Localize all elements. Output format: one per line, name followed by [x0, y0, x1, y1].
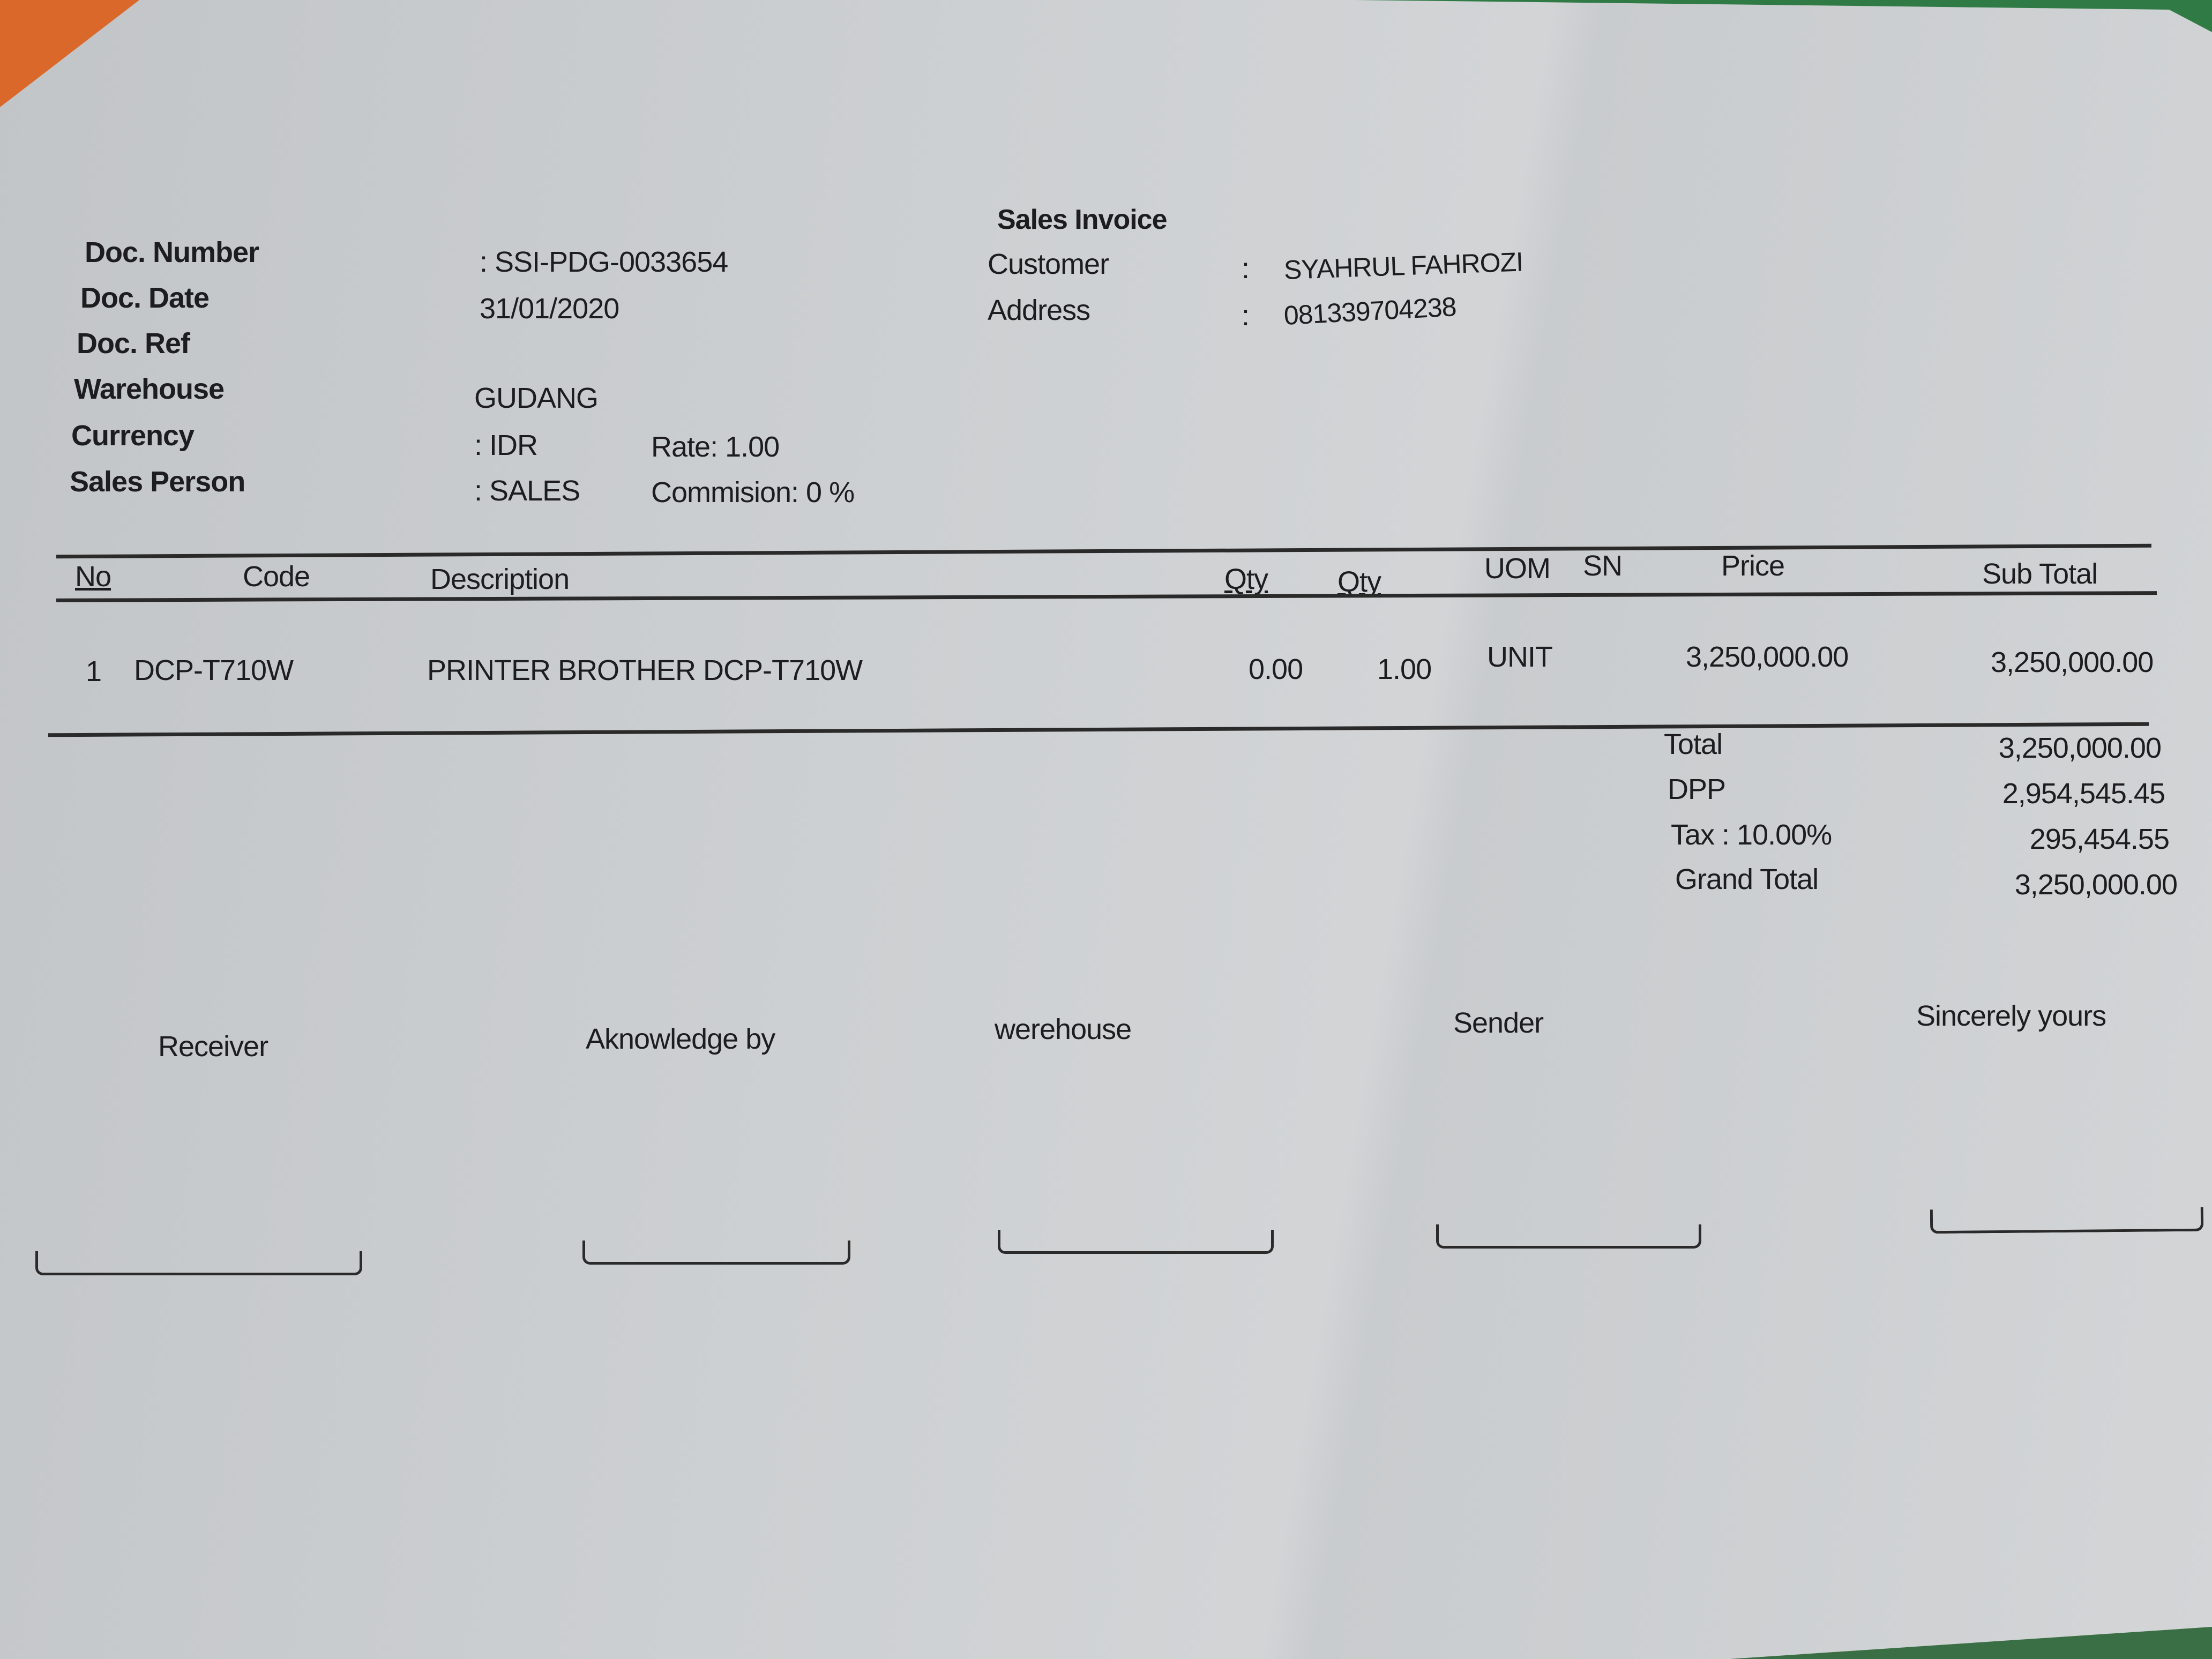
total-label: Total	[1664, 728, 1723, 760]
table-top-rule	[56, 543, 2151, 559]
background-green-object-bottom	[1730, 1627, 2212, 1659]
signature-line-warehouse	[998, 1230, 1274, 1254]
address-colon: :	[1242, 300, 1250, 332]
column-header-uom: UOM	[1484, 552, 1551, 585]
signature-label-warehouse: werehouse	[995, 1013, 1132, 1045]
signature-label-receiver: Receiver	[158, 1030, 268, 1063]
total-value: 3,250,000.00	[1998, 732, 2162, 764]
customer-colon: :	[1242, 252, 1250, 285]
doc-date-label: Doc. Date	[80, 282, 210, 314]
signature-line-acknowledge	[582, 1240, 850, 1265]
column-header-sub-total: Sub Total	[1982, 558, 2098, 590]
tax-value: 295,454.55	[2029, 823, 2170, 855]
column-header-qty: Qty	[1224, 563, 1268, 595]
dpp-value: 2,954,545.45	[2002, 778, 2165, 810]
background-orange-object	[0, 0, 139, 107]
doc-date-value: 31/01/2020	[480, 293, 619, 325]
row-no: 1	[86, 655, 102, 687]
signature-label-sender: Sender	[1453, 1007, 1544, 1039]
column-header-price: Price	[1721, 550, 1785, 582]
customer-label: Customer	[988, 248, 1109, 280]
tax-label: Tax : 10.00%	[1671, 819, 1832, 851]
background-green-object	[1355, 0, 2212, 32]
table-bottom-rule	[48, 722, 2149, 737]
column-header-no: No	[75, 561, 111, 593]
row-uom: UNIT	[1487, 641, 1553, 673]
warehouse-value: GUDANG	[474, 382, 599, 414]
column-header-description: Description	[430, 563, 570, 595]
row-price: 3,250,000.00	[1686, 641, 1849, 673]
dpp-label: DPP	[1668, 773, 1726, 805]
rate-value: Rate: 1.00	[651, 431, 780, 463]
row-qty-2: 1.00	[1377, 653, 1432, 685]
document-title: Sales Invoice	[997, 204, 1168, 235]
signature-label-acknowledge: Aknowledge by	[586, 1023, 775, 1055]
row-subtotal: 3,250,000.00	[1991, 646, 2154, 678]
warehouse-label: Warehouse	[74, 373, 225, 405]
row-code: DCP-T710W	[134, 654, 294, 686]
sales-person-value: : SALES	[474, 475, 580, 507]
signature-line-sender	[1436, 1224, 1701, 1249]
commission-value: Commision: 0 %	[651, 476, 855, 509]
column-header-qty-2: Qty	[1337, 566, 1381, 598]
address-label: Address	[988, 294, 1090, 326]
table-header-rule	[56, 591, 2157, 602]
customer-value: SYAHRUL FAHROZI	[1283, 246, 1523, 285]
doc-ref-label: Doc. Ref	[77, 327, 190, 360]
column-header-sn: SN	[1583, 550, 1623, 582]
row-description: PRINTER BROTHER DCP-T710W	[427, 654, 863, 686]
grand-total-value: 3,250,000.00	[2014, 869, 2178, 901]
signature-line-sincerely	[1930, 1207, 2204, 1234]
address-value: 081339704238	[1283, 292, 1457, 331]
currency-value: : IDR	[474, 429, 538, 461]
sales-person-label: Sales Person	[70, 466, 245, 498]
doc-number-value: : SSI-PDG-0033654	[480, 246, 728, 278]
column-header-code: Code	[243, 561, 310, 593]
currency-label: Currency	[71, 420, 195, 452]
doc-number-label: Doc. Number	[85, 236, 259, 268]
grand-total-label: Grand Total	[1675, 863, 1819, 895]
signature-label-sincerely: Sincerely yours	[1916, 1000, 2106, 1032]
signature-line-receiver	[35, 1251, 362, 1275]
row-qty: 0.00	[1249, 653, 1303, 685]
